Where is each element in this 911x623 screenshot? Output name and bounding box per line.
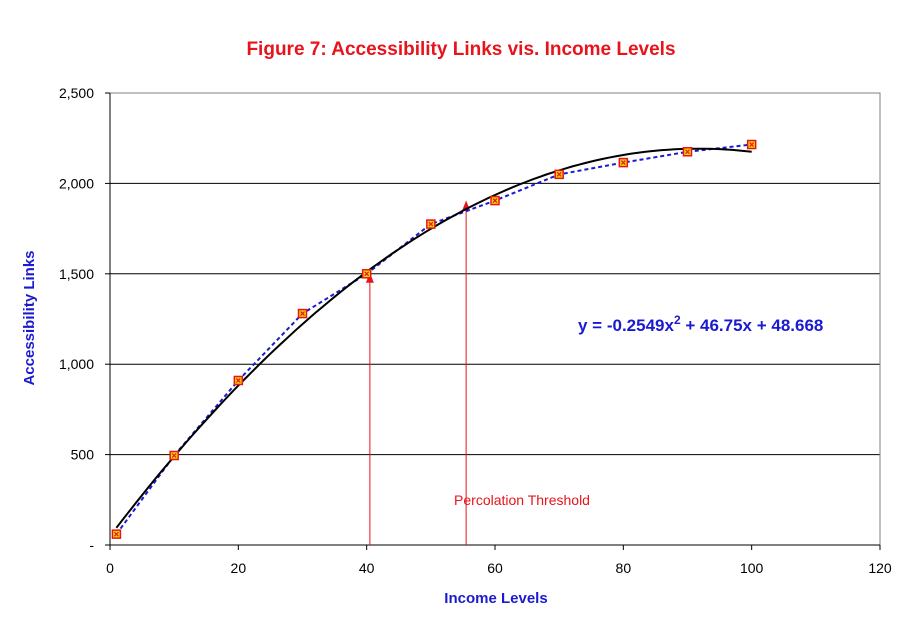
y-tick-label: 2,000 (59, 175, 94, 191)
x-tick-label: 80 (616, 560, 632, 576)
data-point (111, 529, 122, 539)
y-axis-title: Accessibility Links (21, 250, 38, 385)
y-tick-label: 500 (71, 447, 95, 463)
data-point (297, 308, 308, 319)
data-point (169, 450, 179, 461)
x-axis-title: Income Levels (444, 590, 547, 607)
y-tick-label: - (89, 537, 94, 553)
trendline-equation: y = -0.2549x2 + 46.75x + 48.668 (578, 313, 823, 335)
x-tick-label: 0 (106, 560, 114, 576)
y-tick-label: 1,000 (59, 356, 94, 372)
data-point (233, 375, 244, 386)
axes (105, 92, 881, 550)
y-tick-label: 1,500 (59, 266, 94, 282)
data-point (618, 157, 629, 168)
data-point (682, 147, 693, 157)
x-tick-label: 100 (740, 560, 764, 576)
y-tick-labels: - 500 1,000 1,500 2,000 2,500 (59, 85, 94, 553)
data-point (554, 169, 564, 180)
threshold-arrows (365, 200, 471, 545)
percolation-threshold-label: Percolation Threshold (454, 492, 590, 508)
data-point (490, 195, 500, 206)
data-point (426, 219, 436, 229)
data-point (746, 139, 757, 150)
data-point (361, 269, 372, 279)
x-tick-label: 120 (868, 560, 892, 576)
y-tick-label: 2,500 (59, 85, 94, 101)
chart-title: Figure 7: Accessibility Links vis. Incom… (246, 39, 675, 60)
trendline (115, 147, 752, 529)
x-tick-label: 20 (231, 560, 247, 576)
x-tick-labels: 0 20 40 60 80 100 120 (106, 560, 892, 576)
data-markers (111, 139, 757, 539)
x-tick-label: 40 (359, 560, 375, 576)
x-tick-label: 60 (487, 560, 503, 576)
data-connector-line (115, 143, 752, 535)
